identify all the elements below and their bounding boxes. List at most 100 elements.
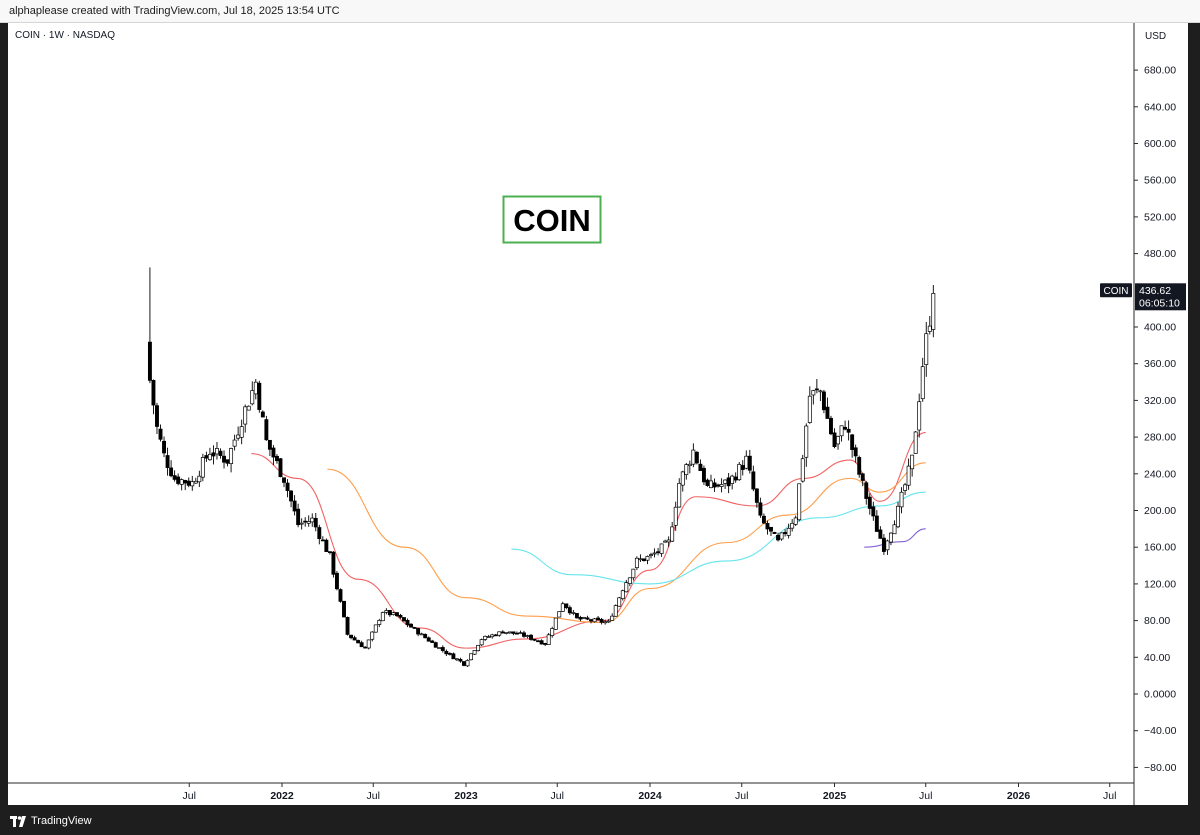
candle-down xyxy=(754,488,759,503)
candle-up xyxy=(200,457,205,478)
candle-down xyxy=(303,520,308,523)
candle-down xyxy=(387,610,392,616)
candle-up xyxy=(691,449,696,465)
brand-text: TradingView xyxy=(31,815,92,827)
annotation-box xyxy=(502,195,602,244)
candle-up xyxy=(920,366,925,400)
candle-up xyxy=(525,635,530,637)
candle-up xyxy=(723,479,728,484)
candle-down xyxy=(405,619,410,626)
candle-up xyxy=(818,390,823,393)
candle-up xyxy=(800,458,805,482)
candle-down xyxy=(701,467,706,483)
chart-frame[interactable]: USD COIN · 1W · NASDAQ 680.00 640.00 600.00 5… xyxy=(8,23,1188,805)
candle-down xyxy=(874,515,879,532)
y-tick-label: 160.00 xyxy=(1144,542,1176,554)
moving-average-3 xyxy=(864,528,926,548)
candle-up xyxy=(779,532,784,540)
candle-down xyxy=(458,658,463,662)
candle-down xyxy=(352,637,357,641)
candle-down xyxy=(172,475,177,480)
chart-background xyxy=(8,23,1188,805)
candle-down xyxy=(440,647,445,651)
candle-down xyxy=(850,434,855,450)
candle-down xyxy=(151,380,156,406)
candle-up xyxy=(391,612,396,615)
candle-up xyxy=(737,463,742,481)
candle-down xyxy=(334,572,339,590)
candle-up xyxy=(790,522,795,529)
candle-down xyxy=(740,465,745,470)
candle-up xyxy=(807,395,812,423)
candle-down xyxy=(271,447,276,458)
candle-up xyxy=(299,522,304,525)
candle-down xyxy=(155,405,159,427)
y-tick-label: 320.00 xyxy=(1144,395,1176,407)
candle-down xyxy=(578,617,583,620)
candle-down xyxy=(433,642,438,648)
y-tick-label: 560.00 xyxy=(1144,175,1176,187)
candle-up xyxy=(190,481,195,487)
candle-down xyxy=(705,479,710,486)
candle-up xyxy=(232,439,237,447)
candle-up xyxy=(666,539,671,543)
x-tick-label: Jul xyxy=(183,790,196,802)
candle-up xyxy=(631,568,636,579)
top-bar: alphaplease created with TradingView.com… xyxy=(0,0,1200,23)
candle-up xyxy=(684,464,689,475)
candle-up xyxy=(250,390,255,405)
candle-down xyxy=(447,653,452,655)
candle-down xyxy=(776,534,780,541)
candle-up xyxy=(497,631,502,636)
candle-up xyxy=(253,381,258,395)
candle-up xyxy=(627,577,632,585)
candle-down xyxy=(536,640,541,643)
candle-down xyxy=(158,428,163,440)
y-tick-label: 240.00 xyxy=(1144,468,1176,480)
candle-down xyxy=(765,523,770,530)
candle-down xyxy=(522,632,526,637)
y-tick-label: 400.00 xyxy=(1144,322,1176,334)
x-tick-label: 2022 xyxy=(270,790,294,802)
candle-up xyxy=(719,484,724,487)
candle-up xyxy=(624,582,629,593)
candle-up xyxy=(557,611,562,618)
annotation-text: COIN xyxy=(513,203,591,238)
candle-up xyxy=(892,524,897,535)
candle-down xyxy=(846,428,851,433)
candle-down xyxy=(733,476,738,481)
price-chart[interactable]: USD COIN · 1W · NASDAQ 680.00 640.00 600.00 5… xyxy=(8,23,1188,805)
last-price-badge xyxy=(1135,283,1186,311)
candle-down xyxy=(313,517,318,528)
candle-down xyxy=(331,551,336,575)
candle-down xyxy=(758,502,763,516)
candle-up xyxy=(786,527,791,536)
x-tick-label: 2024 xyxy=(638,790,662,802)
candle-down xyxy=(712,482,717,488)
candle-up xyxy=(490,634,495,638)
candle-down xyxy=(761,515,766,524)
tradingview-logo[interactable]: TradingView xyxy=(10,815,92,827)
candle-down xyxy=(783,532,788,535)
candle-down xyxy=(567,607,572,614)
candle-down xyxy=(278,458,283,478)
candle-down xyxy=(871,506,876,517)
candle-down xyxy=(349,634,354,639)
candle-down xyxy=(514,632,519,635)
candle-up xyxy=(899,491,904,508)
candle-down xyxy=(529,634,533,640)
y-tick-label: 80.00 xyxy=(1144,615,1170,627)
candle-down xyxy=(204,455,209,459)
candle-down xyxy=(564,603,569,609)
candle-up xyxy=(885,540,890,551)
candle-up xyxy=(239,426,244,438)
candle-down xyxy=(462,661,466,666)
candle-up xyxy=(793,517,798,525)
candle-up xyxy=(677,482,682,508)
candle-down xyxy=(769,526,773,532)
candle-down xyxy=(694,451,699,464)
candle-up xyxy=(454,658,459,661)
bar-countdown: 06:05:10 xyxy=(1139,297,1180,309)
moving-average-2 xyxy=(511,491,926,585)
symbol-label: COIN · 1W · NASDAQ xyxy=(15,30,115,41)
